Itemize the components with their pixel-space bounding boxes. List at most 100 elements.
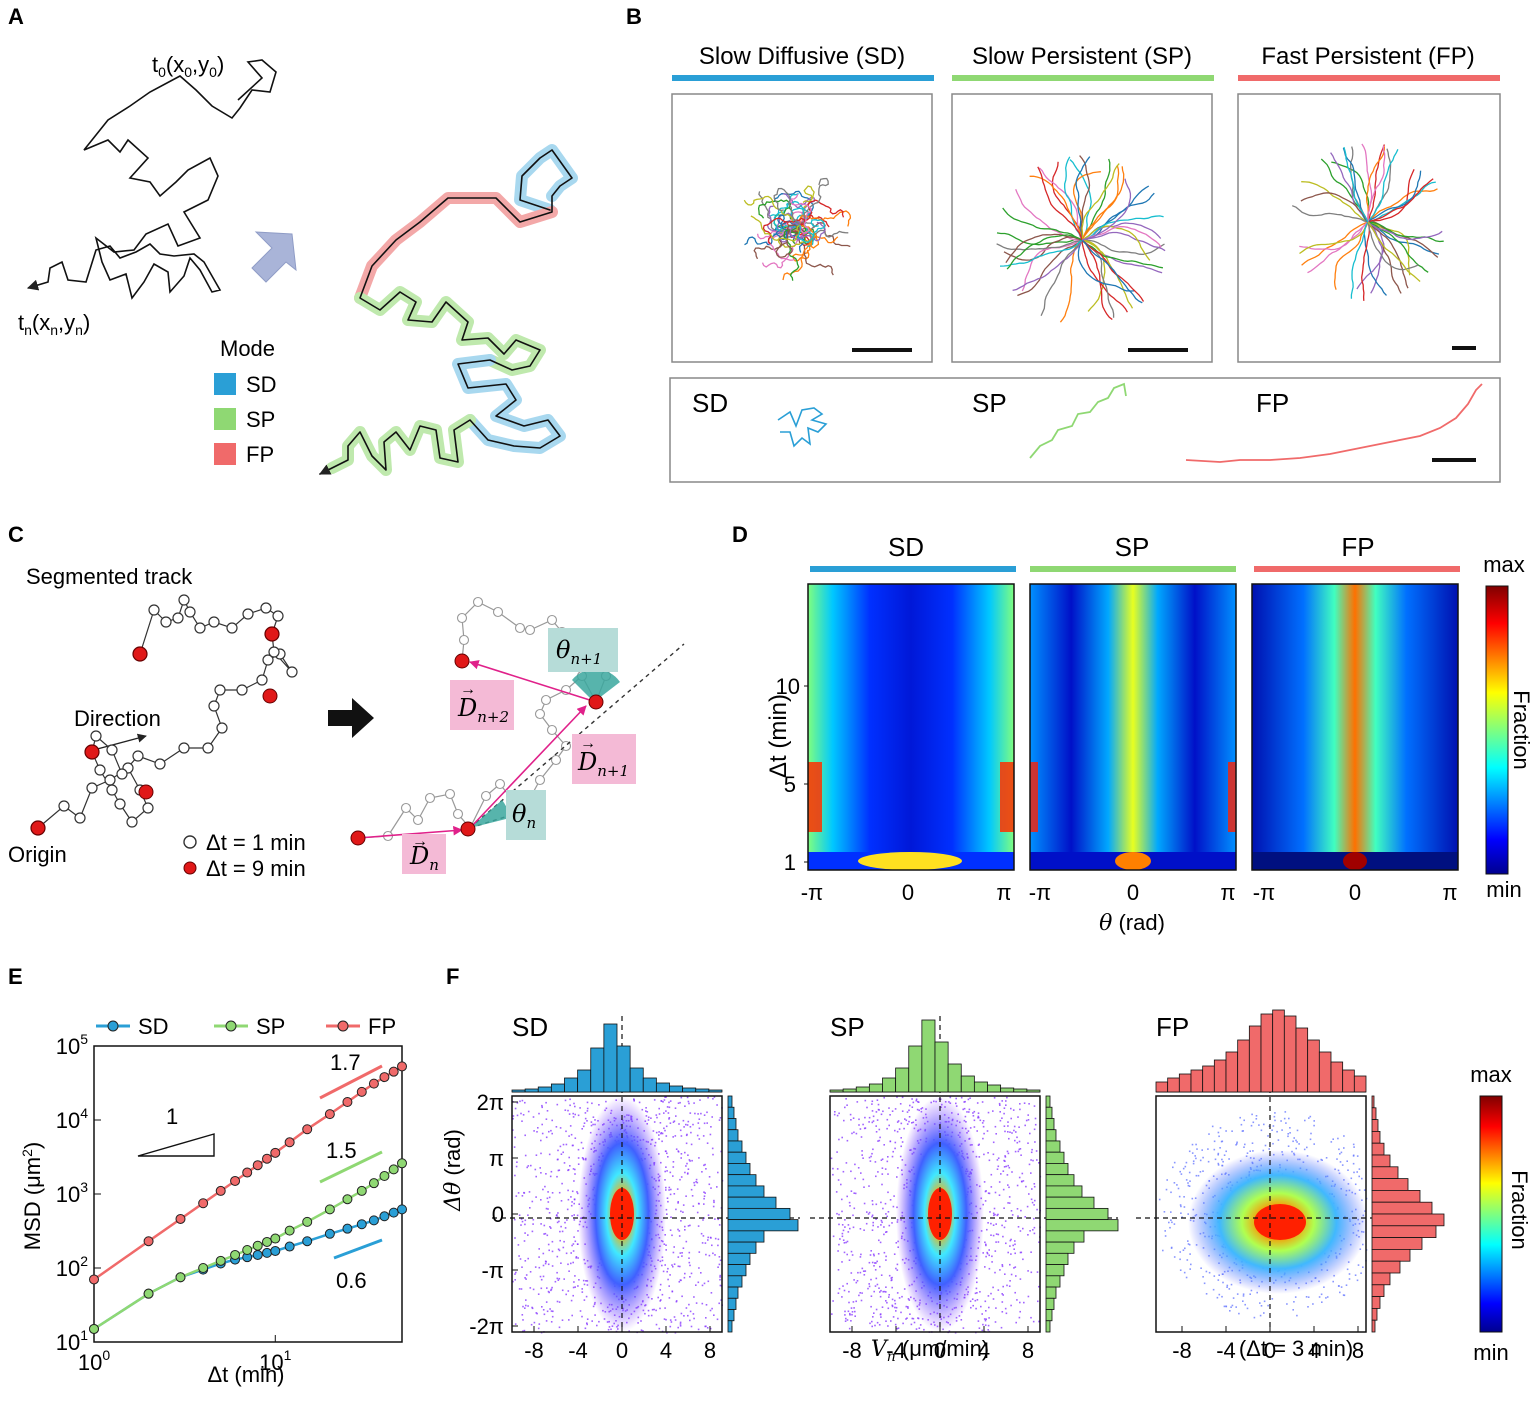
scatter-point xyxy=(1028,1163,1031,1166)
scatter-point xyxy=(888,1274,891,1277)
scatter-point xyxy=(903,1288,906,1290)
scatter-point xyxy=(1189,1268,1191,1270)
e-ytick-label: 105 xyxy=(56,1031,88,1059)
scatter-point xyxy=(688,1251,691,1254)
hist-bar-right xyxy=(1371,1319,1376,1333)
scatter-point xyxy=(525,1299,527,1301)
cell-track xyxy=(792,224,811,262)
scatter-point xyxy=(860,1136,863,1138)
scatter-point xyxy=(899,1103,902,1105)
scatter-point xyxy=(837,1250,839,1252)
scatter-point xyxy=(973,1119,976,1122)
scatter-point xyxy=(838,1138,840,1141)
scatter-point xyxy=(697,1281,700,1284)
scatter-point xyxy=(659,1122,662,1124)
panel-letter-c: C xyxy=(8,522,24,547)
b-example-fp: FP xyxy=(1256,388,1289,418)
cell-track xyxy=(1081,239,1106,312)
scatter-point xyxy=(541,1306,543,1308)
scatter-point xyxy=(869,1160,872,1162)
scatter-point xyxy=(1033,1105,1036,1107)
scatter-point xyxy=(1188,1171,1191,1174)
scatter-point xyxy=(1170,1211,1172,1213)
scatter-point xyxy=(1213,1140,1216,1143)
scatter-point xyxy=(900,1145,902,1148)
scatter-point xyxy=(669,1100,672,1102)
scatter-point xyxy=(877,1226,879,1228)
scatter-point xyxy=(1223,1154,1226,1156)
cell-track xyxy=(1367,178,1434,223)
scatter-point xyxy=(1179,1251,1181,1253)
scatter-point xyxy=(908,1120,910,1123)
scatter-point xyxy=(574,1173,576,1175)
scatter-point xyxy=(1029,1132,1031,1135)
f-ytick-label: -2π xyxy=(469,1314,504,1339)
scatter-point xyxy=(1276,1130,1278,1133)
scatter-point xyxy=(1164,1235,1167,1237)
scatter-point xyxy=(551,1192,554,1194)
scatter-point xyxy=(988,1192,991,1195)
scatter-point xyxy=(972,1115,975,1117)
scatter-point xyxy=(550,1321,553,1323)
track-point xyxy=(184,606,196,618)
scatter-point xyxy=(718,1224,721,1226)
scatter-point xyxy=(520,1112,522,1115)
scatter-point xyxy=(1226,1286,1228,1288)
d-ytick: 10 xyxy=(776,674,800,699)
scatter-point xyxy=(660,1299,662,1301)
data-point-sp xyxy=(230,1249,241,1260)
scatter-point xyxy=(894,1302,897,1305)
scatter-point xyxy=(1000,1326,1003,1329)
scatter-point xyxy=(551,1250,554,1253)
scatter-point xyxy=(987,1111,990,1114)
scatter-point xyxy=(888,1224,891,1227)
track-point xyxy=(58,800,70,812)
data-point-sp xyxy=(356,1185,367,1196)
scatter-point xyxy=(981,1122,984,1124)
scatter-point xyxy=(830,1157,833,1160)
scatter-point xyxy=(906,1317,908,1319)
scatter-point xyxy=(1212,1288,1215,1291)
scatter-point xyxy=(574,1113,576,1116)
scatter-point xyxy=(899,1155,902,1158)
scatter-point xyxy=(908,1299,911,1301)
scatter-point xyxy=(685,1142,688,1145)
scatter-point xyxy=(972,1304,974,1307)
scatter-point xyxy=(532,1218,535,1221)
scatter-point xyxy=(566,1219,568,1221)
scatter-point xyxy=(518,1255,520,1257)
panel-letter-a: A xyxy=(8,4,24,29)
scatter-point xyxy=(716,1186,718,1188)
scatter-point xyxy=(1338,1285,1340,1287)
scatter-point xyxy=(556,1158,559,1161)
scatter-point xyxy=(565,1143,568,1146)
scatter-point xyxy=(858,1118,860,1121)
scatter-point xyxy=(586,1318,589,1320)
scatter-point xyxy=(1183,1271,1186,1274)
scatter-point xyxy=(537,1327,540,1330)
scatter-point xyxy=(1014,1240,1016,1242)
scatter-point xyxy=(969,1300,972,1303)
scatter-point xyxy=(1348,1273,1351,1275)
scatter-point xyxy=(915,1328,918,1330)
scatter-point xyxy=(577,1163,580,1165)
scatter-point xyxy=(992,1224,995,1226)
scatter-point xyxy=(1188,1150,1191,1153)
scatter-point xyxy=(1231,1130,1233,1132)
seg-sd-1 xyxy=(514,144,578,216)
scatter-point xyxy=(681,1252,683,1254)
scatter-point xyxy=(1018,1126,1020,1128)
scatter-point xyxy=(656,1116,658,1119)
hist-bar-right xyxy=(727,1207,791,1221)
scatter-point xyxy=(871,1200,874,1202)
scatter-point xyxy=(1236,1293,1239,1295)
hist-bar-right xyxy=(1045,1207,1109,1221)
scatter-point xyxy=(524,1223,526,1226)
scatter-point xyxy=(1007,1121,1009,1123)
scatter-point xyxy=(516,1114,519,1117)
cell-track xyxy=(773,187,801,226)
scatter-point xyxy=(691,1195,694,1197)
scatter-point xyxy=(550,1288,553,1291)
heatmap-sd-frame xyxy=(807,583,1015,871)
